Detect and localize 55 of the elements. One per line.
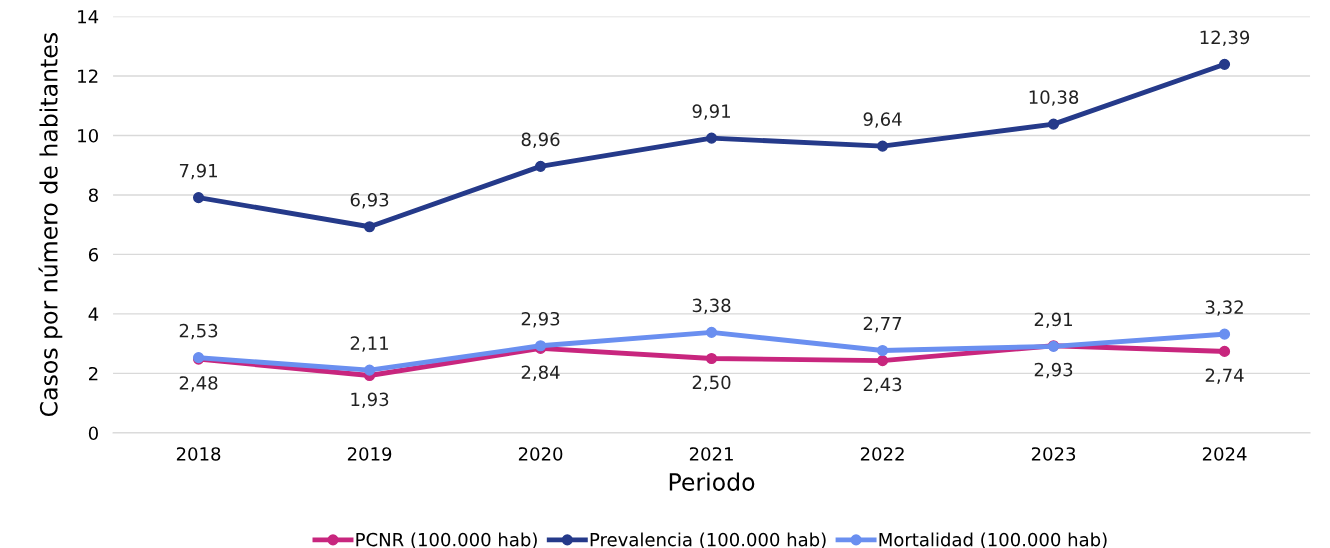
y-tick-label: 0 xyxy=(88,426,98,441)
x-tick-label: 2023 xyxy=(1031,447,1076,461)
legend-label: PCNR (100.000 hab) xyxy=(356,532,537,548)
x-tick-label: 2019 xyxy=(347,447,392,461)
point xyxy=(876,355,889,367)
point xyxy=(363,221,376,233)
data-label: 2,11 xyxy=(350,336,388,352)
point xyxy=(1218,345,1231,357)
point xyxy=(705,352,718,365)
data-label: 2,93 xyxy=(521,311,560,328)
y-tick-label: 8 xyxy=(88,188,98,203)
y-tick-label: 6 xyxy=(88,247,99,262)
data-label: 2,48 xyxy=(179,376,218,392)
point xyxy=(705,326,718,338)
y-tick-label: 10 xyxy=(78,128,98,143)
x-tick-label: 2024 xyxy=(1202,447,1247,461)
legend-label: Mortalidad (100.000 hab) xyxy=(879,532,1107,548)
point xyxy=(1218,58,1231,70)
y-axis-title: Casos por número de habitantes xyxy=(38,33,63,417)
data-label: 2,93 xyxy=(1034,362,1073,379)
x-tick-label: 2022 xyxy=(860,447,904,461)
data-label: 2,74 xyxy=(1205,368,1244,384)
data-label: 12,39 xyxy=(1200,30,1250,47)
x-axis-title: Periodo xyxy=(669,472,755,491)
point xyxy=(1218,328,1231,340)
data-label: 2,77 xyxy=(863,316,902,333)
data-label: 6,93 xyxy=(350,192,389,209)
data-label: 2,84 xyxy=(521,365,560,381)
data-label: 7,91 xyxy=(179,163,217,180)
legend-label: Prevalencia (100.000 hab) xyxy=(590,532,826,548)
point xyxy=(363,364,376,376)
y-tick-label: 12 xyxy=(78,69,98,83)
x-tick-label: 2020 xyxy=(518,447,563,461)
data-label: 2,43 xyxy=(863,377,902,394)
x-tick-label: 2021 xyxy=(689,447,733,461)
point xyxy=(534,160,547,172)
data-label: 8,96 xyxy=(521,132,560,149)
point xyxy=(705,132,718,144)
data-label: 1,93 xyxy=(351,392,389,408)
point xyxy=(876,344,889,357)
point xyxy=(876,140,889,152)
data-label: 10,38 xyxy=(1029,90,1079,106)
point xyxy=(192,192,205,204)
data-label: 9,64 xyxy=(863,112,902,128)
y-tick-label: 4 xyxy=(88,307,99,321)
data-label: 2,53 xyxy=(179,323,218,340)
point xyxy=(1047,118,1060,130)
data-label: 3,32 xyxy=(1205,300,1243,316)
y-tick-label: 2 xyxy=(89,366,98,381)
x-tick-label: 2018 xyxy=(176,447,221,461)
y-tick-label: 14 xyxy=(78,10,99,24)
data-label: 3,38 xyxy=(692,298,731,315)
data-label: 2,91 xyxy=(1034,312,1072,329)
data-label: 2,50 xyxy=(692,375,731,392)
data-label: 9,91 xyxy=(692,104,730,120)
